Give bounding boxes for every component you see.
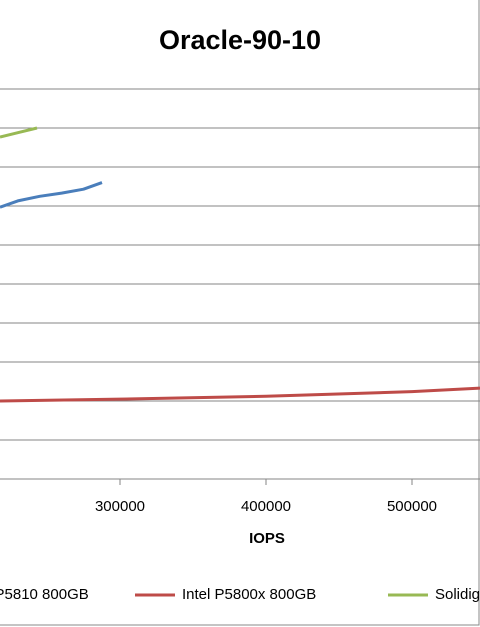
x-axis-label: IOPS: [249, 530, 285, 547]
legend-label: Intel P5810 800GB: [0, 586, 89, 603]
chart-title: Oracle-90-10: [159, 25, 321, 55]
x-tick-label: 300000: [95, 498, 145, 515]
series-line: [0, 126, 38, 139]
legend-label: Intel P5800x 800GB: [182, 586, 316, 603]
x-tick-label: 400000: [241, 498, 291, 515]
legend-label: Solidigm D7-P5810 800GB: [435, 586, 480, 603]
x-tick-label: 500000: [387, 498, 437, 515]
series-line: [0, 386, 480, 403]
series-line: [0, 181, 103, 209]
